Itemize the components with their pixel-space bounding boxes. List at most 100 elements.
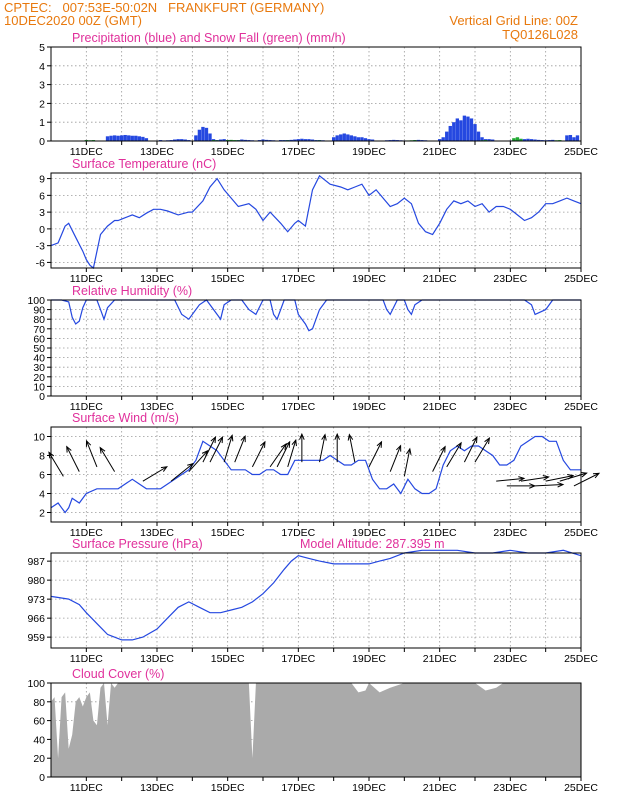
wind-arrow-head <box>455 441 462 449</box>
precip-bar <box>529 139 534 141</box>
y-tick-label: 2 <box>39 98 45 110</box>
y-tick-label: 50 <box>33 343 45 355</box>
wind-arrow-shaft <box>251 441 266 468</box>
snow-bar <box>519 138 523 141</box>
x-tick-label: 25DEC <box>564 782 598 794</box>
header-model-id: TQ0126L028 <box>502 27 578 42</box>
header-station-line: CPTEC: 007:53E-50:02N FRANKFURT (GERMANY… <box>4 0 325 15</box>
precip-bar <box>476 131 481 141</box>
x-tick-label: 11DEC <box>70 653 103 665</box>
y-tick-label: 30 <box>33 362 45 374</box>
x-tick-label: 25DEC <box>564 527 598 539</box>
snow-bar <box>512 138 516 141</box>
x-tick-label: 17DEC <box>281 146 315 158</box>
temperature-line <box>50 174 582 270</box>
panel-subtitle: Model Altitude: 287.395 m <box>300 537 445 551</box>
y-tick-label: 4 <box>39 61 45 73</box>
header-grid-note: Vertical Grid Line: 00Z <box>449 13 578 28</box>
wind-arrow-shaft <box>234 435 246 463</box>
y-tick-label: 987 <box>27 556 45 568</box>
precip-bar <box>487 139 491 141</box>
x-tick-label: 15DEC <box>211 653 245 665</box>
x-tick-label: 15DEC <box>211 273 245 285</box>
x-tick-label: 25DEC <box>564 653 598 665</box>
y-tick-label: 966 <box>27 613 45 625</box>
precip-bar <box>490 139 495 141</box>
wind-arrow-head <box>592 472 601 479</box>
wind-arrow-head <box>284 440 291 448</box>
precip-bar <box>360 137 364 141</box>
y-tick-label: 10 <box>33 381 45 393</box>
snow-bar <box>515 137 520 141</box>
precip-bar <box>437 139 442 141</box>
x-tick-label: 11DEC <box>70 782 103 794</box>
y-tick-label: 1 <box>39 117 45 129</box>
wind-arrow-head <box>321 433 327 441</box>
x-tick-label: 15DEC <box>211 782 245 794</box>
precip-bar <box>568 134 573 141</box>
precip-bar <box>144 138 149 141</box>
precip-bar <box>448 125 452 141</box>
precip-bar <box>473 124 477 141</box>
x-tick-label: 25DEC <box>564 273 598 285</box>
wind-arrow-head <box>518 476 526 482</box>
wind-arrow-shaft <box>474 437 490 463</box>
precip-bar <box>416 139 421 141</box>
x-tick-label: 21DEC <box>423 146 457 158</box>
precip-bar <box>346 134 350 141</box>
wind-arrow-shaft <box>573 472 600 487</box>
precip-bar <box>310 139 315 141</box>
y-tick-label: 2 <box>39 508 45 520</box>
wind-arrow-head <box>240 434 246 443</box>
wind-arrow-head <box>217 435 224 444</box>
wind-arrow-shaft <box>319 434 326 463</box>
snow-bar <box>229 139 233 141</box>
x-tick-label: 23DEC <box>493 146 527 158</box>
wind-arrow-head <box>542 475 550 481</box>
wind-arrow-shaft <box>559 472 587 482</box>
panel-title: Cloud Cover (%) <box>72 667 164 681</box>
precip-bar <box>370 139 375 141</box>
precip-bar <box>392 139 396 141</box>
x-tick-label: 17DEC <box>281 401 315 413</box>
wind-arrow-head <box>484 437 491 445</box>
precip-bar <box>119 135 124 141</box>
precip-bar <box>455 118 460 141</box>
x-tick-label: 17DEC <box>281 273 315 285</box>
x-tick-label: 23DEC <box>493 527 527 539</box>
x-tick-label: 11DEC <box>70 527 103 539</box>
wind-arrow-shaft <box>223 435 233 463</box>
wind-arrow-head <box>376 440 383 448</box>
precip-bar <box>307 139 311 141</box>
y-tick-label: 3 <box>39 207 45 219</box>
precip-bar <box>459 120 463 141</box>
y-tick-label: -3 <box>36 241 45 253</box>
x-tick-label: 23DEC <box>493 653 527 665</box>
y-tick-label: 40 <box>33 734 45 746</box>
wind-arrow-head <box>66 445 72 453</box>
panel-4 <box>47 549 582 652</box>
panel-2 <box>47 299 582 400</box>
panel-frame <box>50 552 582 649</box>
x-tick-label: 13DEC <box>140 782 174 794</box>
wind-arrow-head <box>227 434 234 442</box>
precip-bar <box>180 139 184 141</box>
y-tick-label: 40 <box>33 353 45 365</box>
precip-bar <box>208 133 212 141</box>
y-tick-label: 80 <box>33 314 45 326</box>
precip-bar <box>172 139 177 141</box>
x-tick-label: 15DEC <box>211 527 245 539</box>
precip-bar <box>123 134 127 141</box>
precip-bar <box>109 135 113 141</box>
precip-bar <box>130 135 134 141</box>
wind-arrow-shaft <box>276 441 291 468</box>
x-tick-label: 17DEC <box>281 527 315 539</box>
precip-bar <box>342 133 346 141</box>
wind-arrow-head <box>472 435 478 444</box>
x-tick-label: 23DEC <box>493 273 527 285</box>
wind-arrow-head <box>557 481 565 488</box>
wind-arrow-head <box>580 471 588 478</box>
y-tick-label: 60 <box>33 716 45 728</box>
x-tick-label: 21DEC <box>423 527 457 539</box>
y-tick-label: 60 <box>33 333 45 345</box>
